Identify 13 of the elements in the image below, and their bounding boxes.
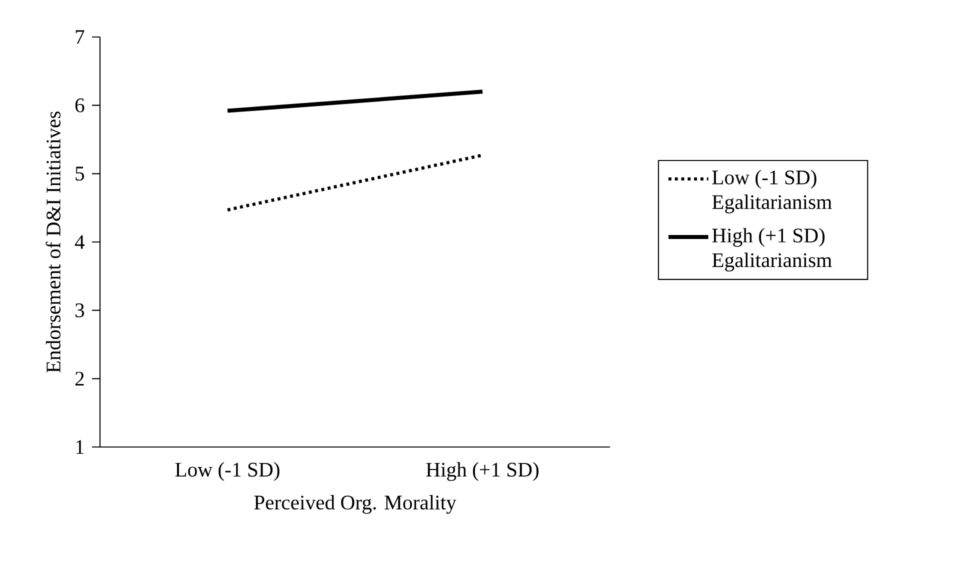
x-tick-label: High (+1 SD) — [426, 462, 538, 481]
y-tick-label: 3 — [76, 303, 84, 318]
y-tick-label: 1 — [76, 440, 84, 454]
x-axis-title: Perceived Org. Morality — [254, 494, 456, 514]
x-tick-label: Low (-1 SD) — [175, 462, 280, 481]
y-tick-label: 7 — [76, 30, 84, 44]
legend-label: Low (-1 SD) Egalitarianism — [712, 170, 832, 214]
legend-label: High (+1 SD) Egalitarianism — [712, 228, 832, 272]
y-tick-label: 4 — [74, 235, 85, 249]
y-tick-label: 2 — [75, 372, 84, 386]
y-tick-label: 5 — [76, 166, 84, 181]
y-tick-label: 6 — [75, 98, 84, 112]
y-axis-title: Endorsement of D&I Initiatives — [46, 112, 60, 373]
